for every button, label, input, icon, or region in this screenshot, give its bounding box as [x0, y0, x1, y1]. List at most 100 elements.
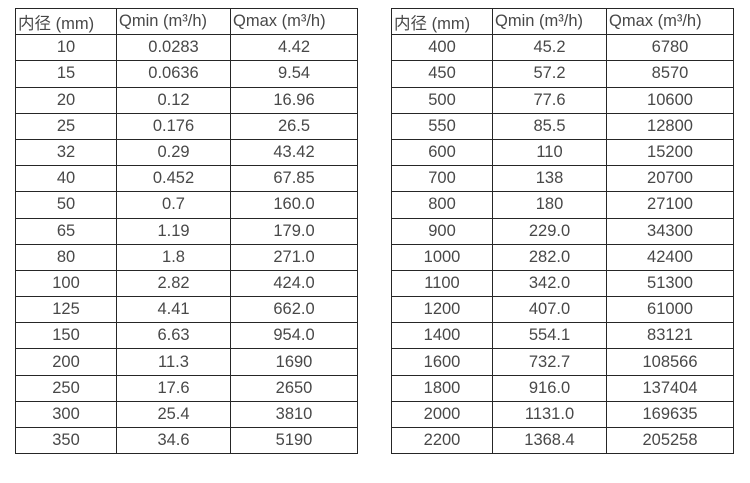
table-cell: 1200 [391, 296, 493, 324]
table-cell: 11.3 [116, 348, 231, 376]
table-cell: 1368.4 [492, 426, 607, 455]
table-cell: 3810 [230, 400, 358, 429]
table-cell: 0.452 [116, 165, 231, 193]
table-cell: 179.0 [230, 217, 358, 245]
column-header-qmin: Qmin (m³/h) [492, 7, 607, 36]
table-cell: 15 [15, 60, 117, 88]
table-row: 900 229.0 34300 [391, 217, 734, 245]
table-cell: 77.6 [492, 86, 607, 114]
table-cell: 2000 [391, 400, 493, 429]
table-row: 700 138 20700 [391, 165, 734, 193]
flow-spec-tables-page: 内径 (mm) Qmin (m³/h) Qmax (m³/h) 10 0.0283… [15, 7, 734, 455]
table-cell: 10600 [606, 86, 734, 114]
table-cell: 450 [391, 60, 493, 88]
table-cell: 4.41 [116, 296, 231, 324]
table-cell: 1.8 [116, 243, 231, 271]
table-cell: 80 [15, 243, 117, 271]
table-row: 80 1.8 271.0 [15, 243, 358, 271]
table-cell: 65 [15, 217, 117, 245]
table-cell: 108566 [606, 348, 734, 376]
table-cell: 600 [391, 138, 493, 167]
table-cell: 300 [15, 400, 117, 429]
table-cell: 271.0 [230, 243, 358, 271]
table-row: 100 2.82 424.0 [15, 269, 358, 298]
table-cell: 50 [15, 191, 117, 219]
table-cell: 700 [391, 165, 493, 193]
table-cell: 2200 [391, 426, 493, 455]
table-row: 40 0.452 67.85 [15, 165, 358, 193]
table-row: 125 4.41 662.0 [15, 296, 358, 324]
table-cell: 0.29 [116, 138, 231, 167]
table-body: 400 45.2 6780 450 57.2 8570 500 77.6 10600 550 85.… [391, 34, 734, 455]
table-row: 50 0.7 160.0 [15, 191, 358, 219]
table-row: 20 0.12 16.96 [15, 86, 358, 114]
table-cell: 250 [15, 374, 117, 402]
table-row: 10 0.0283 4.42 [15, 34, 358, 62]
table-row: 150 6.63 954.0 [15, 322, 358, 350]
table-cell: 85.5 [492, 112, 607, 140]
table-cell: 800 [391, 191, 493, 219]
table-row: 25 0.176 26.5 [15, 112, 358, 140]
column-header-qmax: Qmax (m³/h) [606, 7, 734, 36]
table-cell: 0.7 [116, 191, 231, 219]
table-cell: 282.0 [492, 243, 607, 271]
table-cell: 45.2 [492, 34, 607, 62]
table-row: 1000 282.0 42400 [391, 243, 734, 271]
table-row: 1600 732.7 108566 [391, 348, 734, 376]
table-cell: 40 [15, 165, 117, 193]
table-cell: 1100 [391, 269, 493, 298]
table-cell: 16.96 [230, 86, 358, 114]
table-cell: 100 [15, 269, 117, 298]
table-row: 500 77.6 10600 [391, 86, 734, 114]
table-row: 550 85.5 12800 [391, 112, 734, 140]
table-cell: 554.1 [492, 322, 607, 350]
table-cell: 205258 [606, 426, 734, 455]
table-cell: 1400 [391, 322, 493, 350]
table-cell: 2650 [230, 374, 358, 402]
table-row: 2200 1368.4 205258 [391, 426, 734, 455]
table-row: 1100 342.0 51300 [391, 269, 734, 298]
table-cell: 25.4 [116, 400, 231, 429]
table-row: 800 180 27100 [391, 191, 734, 219]
table-cell: 138 [492, 165, 607, 193]
table-cell: 8570 [606, 60, 734, 88]
table-cell: 1131.0 [492, 400, 607, 429]
table-cell: 27100 [606, 191, 734, 219]
table-cell: 0.0636 [116, 60, 231, 88]
table-cell: 169635 [606, 400, 734, 429]
table-cell: 342.0 [492, 269, 607, 298]
table-row: 600 110 15200 [391, 138, 734, 167]
table-cell: 6780 [606, 34, 734, 62]
table-row: 400 45.2 6780 [391, 34, 734, 62]
table-cell: 110 [492, 138, 607, 167]
table-cell: 424.0 [230, 269, 358, 298]
table-cell: 0.12 [116, 86, 231, 114]
table-cell: 0.176 [116, 112, 231, 140]
table-cell: 17.6 [116, 374, 231, 402]
table-row: 450 57.2 8570 [391, 60, 734, 88]
table-cell: 83121 [606, 322, 734, 350]
table-cell: 15200 [606, 138, 734, 167]
header-row: 内径 (mm) Qmin (m³/h) Qmax (m³/h) [391, 7, 734, 36]
table-row: 32 0.29 43.42 [15, 138, 358, 167]
table-cell: 662.0 [230, 296, 358, 324]
column-header-qmin: Qmin (m³/h) [116, 7, 231, 36]
table-row: 65 1.19 179.0 [15, 217, 358, 245]
table-row: 350 34.6 5190 [15, 426, 358, 455]
table-row: 1800 916.0 137404 [391, 374, 734, 402]
table-row: 250 17.6 2650 [15, 374, 358, 402]
table-cell: 125 [15, 296, 117, 324]
table-body: 10 0.0283 4.42 15 0.0636 9.54 20 0.12 16.96 25 0.1… [15, 34, 358, 455]
table-cell: 732.7 [492, 348, 607, 376]
column-header-qmax: Qmax (m³/h) [230, 7, 358, 36]
table-cell: 34.6 [116, 426, 231, 455]
table-cell: 43.42 [230, 138, 358, 167]
table-cell: 6.63 [116, 322, 231, 350]
table-cell: 407.0 [492, 296, 607, 324]
table-cell: 900 [391, 217, 493, 245]
table-cell: 137404 [606, 374, 734, 402]
table-cell: 51300 [606, 269, 734, 298]
table-cell: 229.0 [492, 217, 607, 245]
table-cell: 9.54 [230, 60, 358, 88]
column-header-inner-diameter: 内径 (mm) [15, 7, 117, 36]
